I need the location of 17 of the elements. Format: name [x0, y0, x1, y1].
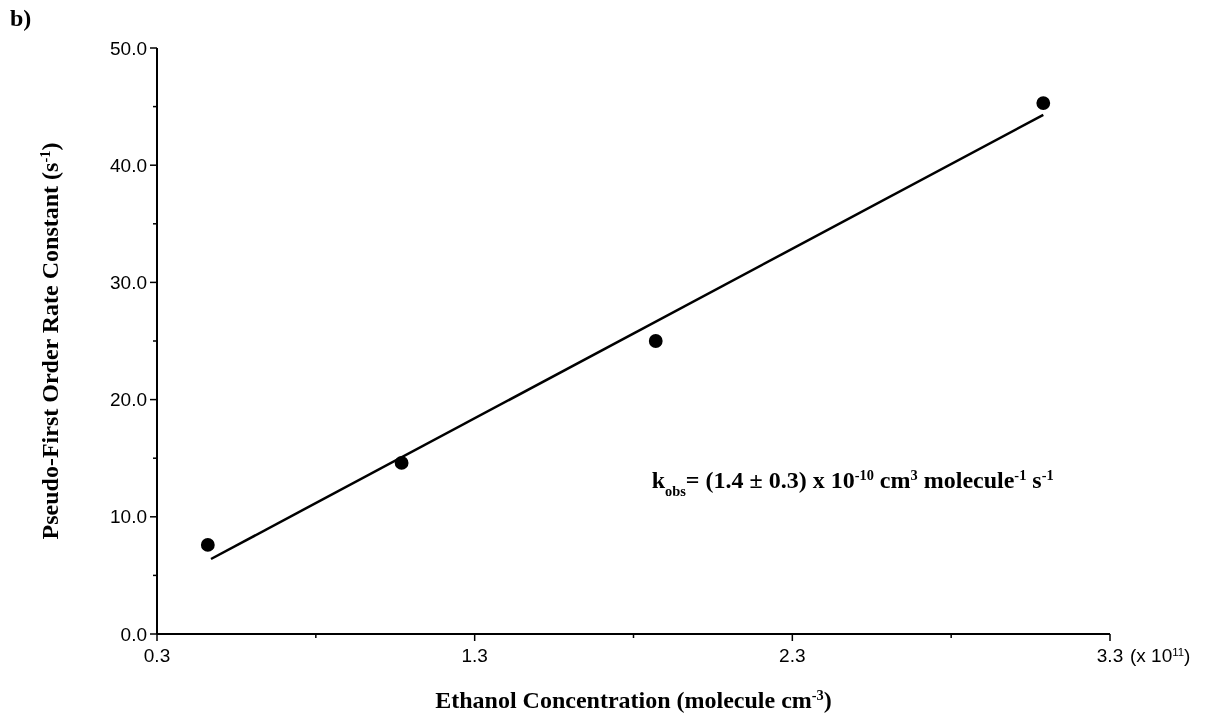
y-tick-label: 50.0: [110, 37, 147, 59]
x-axis-title: Ethanol Concentration (molecule cm$^{-3}$): [435, 687, 832, 713]
y-tick-label: 20.0: [110, 389, 147, 411]
x-tick-label: 0.3: [143, 645, 171, 666]
text: b): [10, 5, 32, 31]
point: [648, 334, 663, 348]
y-tick-label: 0.0: [120, 623, 147, 645]
x-tick-label: 1.3: [461, 645, 488, 666]
y-tick-label: 30.0: [110, 272, 147, 294]
text: (x 10$^{11}$): [1130, 645, 1191, 666]
y-tick-label: 40.0: [110, 154, 147, 176]
y-tick-label: 10.0: [110, 506, 147, 528]
x-tick-label: 3.3: [1096, 645, 1124, 666]
x-tick-label: 2.3: [779, 645, 806, 666]
point: [1036, 96, 1051, 110]
text: k$_{obs}$= (1.4 ± 0.3) x 10$^{-10}$ cm$^{3}$ molecule$^{-1}$ s$^{-1}$: [651, 466, 1054, 499]
point: [200, 538, 215, 552]
